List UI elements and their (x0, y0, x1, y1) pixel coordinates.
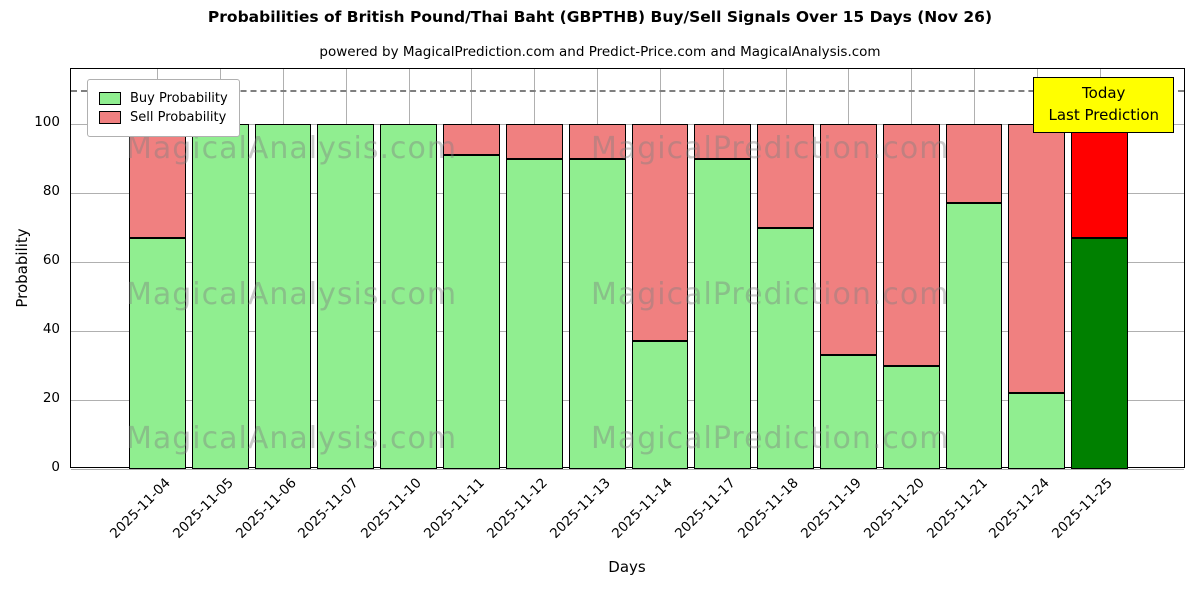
bar-segment-sell (1071, 124, 1128, 238)
x-tick-label: 2025-11-14 (609, 475, 677, 542)
bar-segment-sell (882, 124, 940, 366)
bar-segment-buy (443, 155, 500, 469)
x-tick-label: 2025-11-20 (860, 475, 928, 542)
sell-swatch-icon (99, 111, 121, 124)
y-tick-label: 20 (42, 390, 60, 407)
today-annotation-line1: Today (1082, 84, 1126, 102)
y-tick-label: 80 (42, 183, 60, 200)
bar-segment-buy (380, 124, 438, 469)
x-tick-label: 2025-11-07 (295, 475, 363, 542)
x-tick-label: 2025-11-18 (735, 475, 802, 542)
bar-segment-buy (945, 203, 1003, 469)
x-tick-label: 2025-11-06 (232, 475, 300, 542)
today-annotation-line2: Last Prediction (1048, 105, 1159, 124)
x-tick-label: 2025-11-05 (169, 475, 237, 542)
x-tick-label: 2025-11-24 (986, 475, 1054, 542)
x-tick-label: 2025-11-25 (1049, 475, 1116, 542)
bar-segment-buy (819, 355, 877, 469)
bar-segment-sell (505, 124, 563, 159)
bar-segment-buy (505, 158, 563, 469)
y-axis-label: Probability (13, 228, 31, 308)
bar-segment-sell (1008, 124, 1066, 394)
bar-segment-buy (882, 365, 940, 469)
bar-segment-buy (631, 341, 689, 469)
bar-segment-sell (129, 124, 186, 238)
chart-subtitle: powered by MagicalPrediction.com and Pre… (319, 44, 881, 60)
legend-item-buy: Buy Probability (99, 91, 228, 106)
x-tick-label: 2025-11-04 (106, 475, 174, 542)
bar-segment-buy (1008, 393, 1066, 469)
legend: Buy Probability Sell Probability (87, 79, 240, 137)
today-annotation: Today Last Prediction (1033, 77, 1174, 133)
legend-item-sell: Sell Probability (99, 110, 228, 125)
bar-segment-sell (443, 124, 500, 156)
bar-layer (71, 69, 1184, 469)
buy-swatch-icon (99, 92, 121, 105)
x-tick-label: 2025-11-12 (483, 475, 551, 542)
x-tick-label: 2025-11-19 (797, 475, 865, 542)
x-tick-label: 2025-11-17 (672, 475, 740, 542)
bar-segment-sell (757, 124, 814, 228)
h-gridline (71, 331, 1184, 333)
plot-area: MagicalAnalysis.com MagicalPrediction.com… (70, 68, 1185, 470)
bar-segment-buy (254, 124, 312, 469)
x-tick-label: 2025-11-13 (546, 475, 614, 542)
chart-title: Probabilities of British Pound/Thai Baht… (207, 8, 993, 26)
x-tick-label: 2025-11-10 (358, 475, 425, 542)
bar-segment-buy (1071, 237, 1128, 469)
h-gridline (71, 193, 1184, 195)
bar-segment-sell (819, 124, 877, 356)
bar-segment-buy (317, 124, 375, 469)
bar-segment-buy (757, 227, 814, 469)
y-tick-label: 100 (34, 114, 60, 131)
bar-segment-sell (945, 124, 1003, 204)
y-tick-label: 60 (42, 252, 60, 269)
x-axis-label: Days (608, 558, 646, 576)
h-gridline (71, 262, 1184, 264)
x-tick-label: 2025-11-21 (923, 475, 991, 542)
x-tick-label: 2025-11-11 (420, 475, 488, 542)
h-gridline (71, 469, 1184, 470)
legend-sell-label: Sell Probability (130, 110, 227, 125)
legend-buy-label: Buy Probability (130, 91, 228, 106)
threshold-dashed-line (71, 89, 1184, 92)
bar-segment-buy (191, 124, 249, 469)
bar-segment-buy (694, 158, 752, 469)
bar-segment-buy (129, 237, 186, 469)
y-tick-label: 0 (51, 459, 60, 475)
h-gridline (71, 124, 1184, 126)
bar-segment-sell (631, 124, 689, 342)
y-tick-label: 40 (42, 321, 60, 338)
h-gridline (71, 400, 1184, 402)
bar-segment-sell (694, 124, 752, 159)
bar-segment-sell (568, 124, 626, 159)
bar-segment-buy (568, 158, 626, 469)
